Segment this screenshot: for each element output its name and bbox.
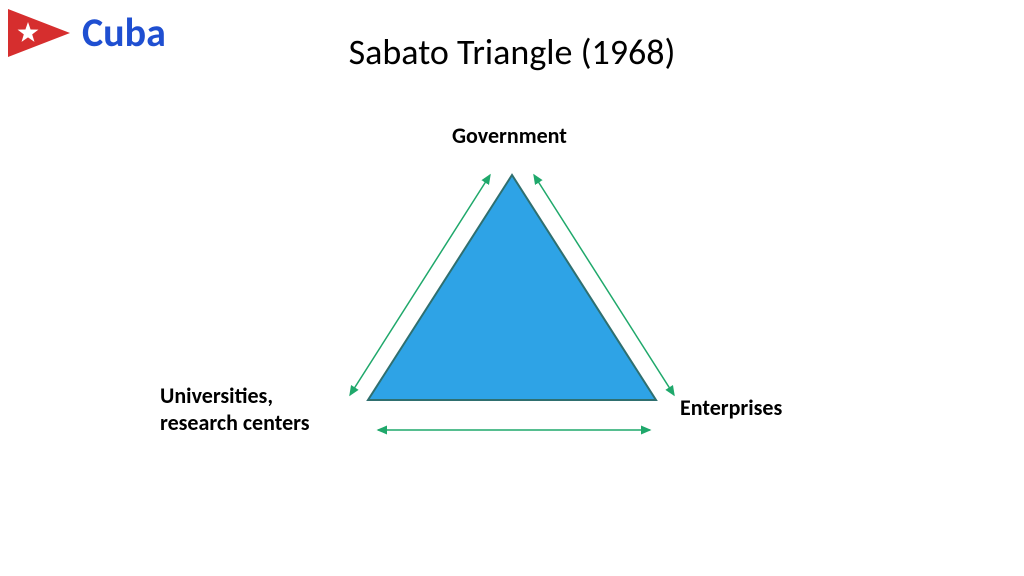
main-triangle xyxy=(368,175,656,400)
label-left: Universities,research centers xyxy=(160,382,310,436)
label-right: Enterprises xyxy=(680,394,782,421)
label-top: Government xyxy=(452,122,567,149)
diagram-stage xyxy=(0,0,1024,576)
